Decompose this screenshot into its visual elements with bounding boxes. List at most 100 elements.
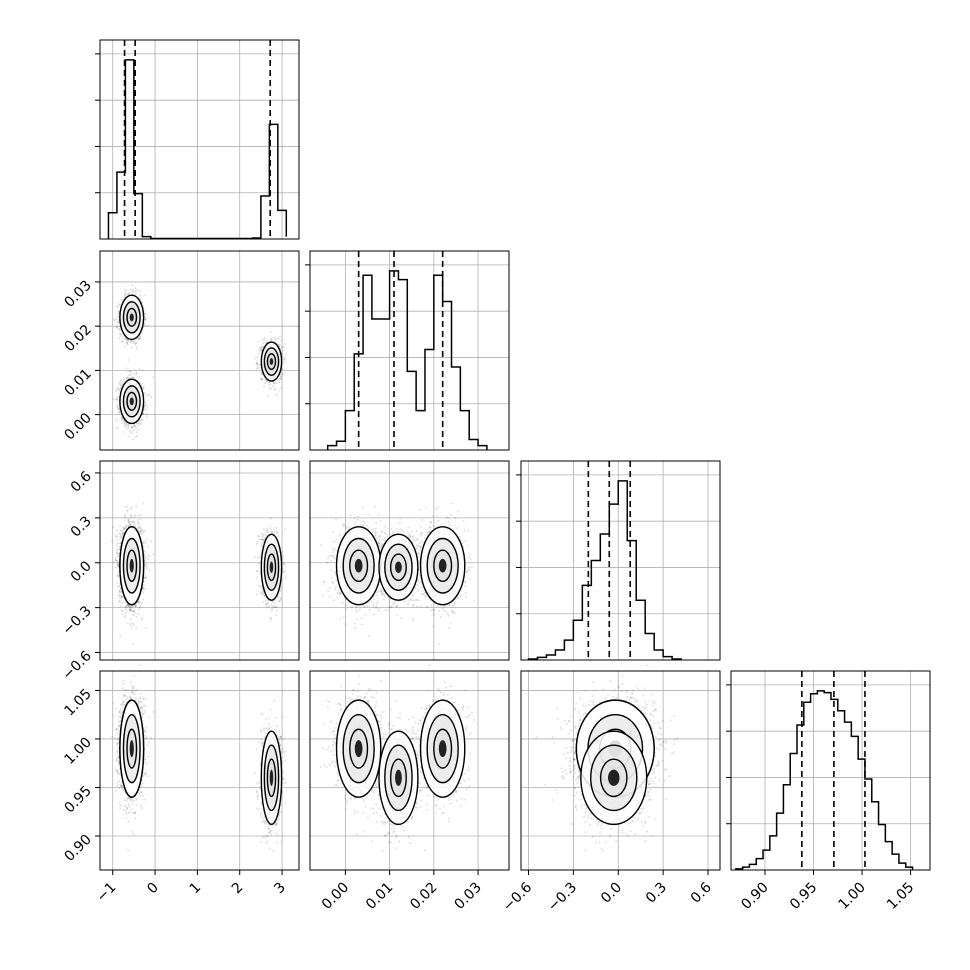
sample-point — [127, 520, 130, 523]
sample-point — [118, 303, 121, 306]
sample-point — [278, 389, 281, 392]
sample-point — [255, 362, 258, 365]
sample-point — [152, 376, 155, 379]
sample-point — [140, 532, 143, 535]
sample-point — [131, 284, 134, 287]
sample-point — [119, 333, 122, 336]
sample-point — [121, 595, 124, 598]
sample-point — [128, 292, 131, 295]
density-peak-2 — [269, 358, 274, 365]
sample-point — [123, 293, 126, 296]
sample-point — [117, 574, 120, 577]
sample-point — [144, 542, 147, 545]
sample-point — [144, 587, 147, 590]
sample-point — [115, 529, 118, 532]
sample-point — [114, 419, 117, 422]
sample-point — [140, 602, 143, 605]
sample-point — [114, 319, 117, 322]
sample-point — [256, 365, 259, 368]
sample-point — [257, 352, 260, 355]
sample-point — [263, 339, 266, 342]
sample-point — [263, 379, 266, 382]
sample-point — [120, 379, 123, 382]
sample-point — [143, 392, 146, 395]
sample-point — [121, 340, 124, 343]
sample-point — [135, 615, 138, 618]
sample-point — [117, 388, 120, 391]
sample-point — [280, 339, 283, 342]
sample-point — [126, 505, 129, 508]
sample-point — [261, 337, 264, 340]
sample-point — [130, 514, 133, 517]
sample-point — [275, 393, 278, 396]
sample-point — [117, 548, 120, 551]
sample-point — [116, 403, 119, 406]
panel-0-0 — [95, 39, 300, 240]
sample-point — [257, 340, 260, 343]
sample-point — [115, 325, 118, 328]
sample-point — [117, 320, 120, 323]
sample-point — [133, 613, 136, 616]
sample-point — [279, 335, 282, 338]
sample-point — [139, 294, 142, 297]
sample-point — [127, 293, 130, 296]
sample-point — [119, 605, 122, 608]
sample-point — [142, 502, 145, 505]
sample-point — [132, 425, 135, 428]
sample-point — [116, 397, 119, 400]
sample-point — [125, 367, 128, 370]
sample-point — [127, 508, 130, 511]
sample-point — [147, 545, 150, 548]
sample-point — [279, 375, 282, 378]
sample-point — [260, 346, 263, 349]
sample-point — [147, 558, 150, 561]
sample-point — [121, 418, 124, 421]
sample-point — [269, 387, 272, 390]
sample-point — [133, 516, 136, 519]
sample-point — [123, 513, 126, 516]
sample-point — [138, 335, 141, 338]
sample-point — [131, 521, 134, 524]
sample-point — [138, 368, 141, 371]
sample-point — [269, 330, 272, 333]
sample-point — [120, 382, 123, 385]
sample-point — [142, 587, 145, 590]
sample-point — [117, 303, 120, 306]
sample-point — [132, 376, 135, 379]
sample-point — [126, 340, 129, 343]
sample-point — [124, 607, 127, 610]
sample-point — [139, 335, 142, 338]
density-peak-1 — [129, 397, 134, 406]
sample-point — [124, 506, 127, 509]
sample-point — [129, 373, 132, 376]
sample-point — [121, 533, 124, 536]
sample-point — [123, 345, 126, 348]
sample-point — [115, 305, 118, 308]
sample-point — [125, 424, 128, 427]
sample-point — [115, 535, 118, 538]
sample-point — [119, 329, 122, 332]
y-tick-label: 0.03 — [61, 277, 94, 310]
sample-point — [134, 436, 137, 439]
sample-point — [120, 335, 123, 338]
sample-point — [124, 337, 127, 340]
sample-point — [255, 367, 258, 370]
sample-point — [125, 290, 128, 293]
sample-point — [130, 508, 133, 511]
sample-point — [280, 386, 283, 389]
sample-point — [118, 328, 121, 331]
sample-point — [147, 324, 150, 327]
sample-point — [282, 372, 285, 375]
sample-point — [137, 612, 140, 615]
sample-point — [124, 292, 127, 295]
sample-point — [116, 305, 119, 308]
sample-point — [132, 623, 135, 626]
sample-point — [131, 609, 134, 612]
sample-point — [127, 425, 130, 428]
sample-point — [122, 527, 125, 530]
panel-frame — [309, 250, 510, 451]
sample-point — [282, 345, 285, 348]
sample-point — [140, 527, 143, 530]
y-tick-label: 0.01 — [61, 366, 94, 399]
